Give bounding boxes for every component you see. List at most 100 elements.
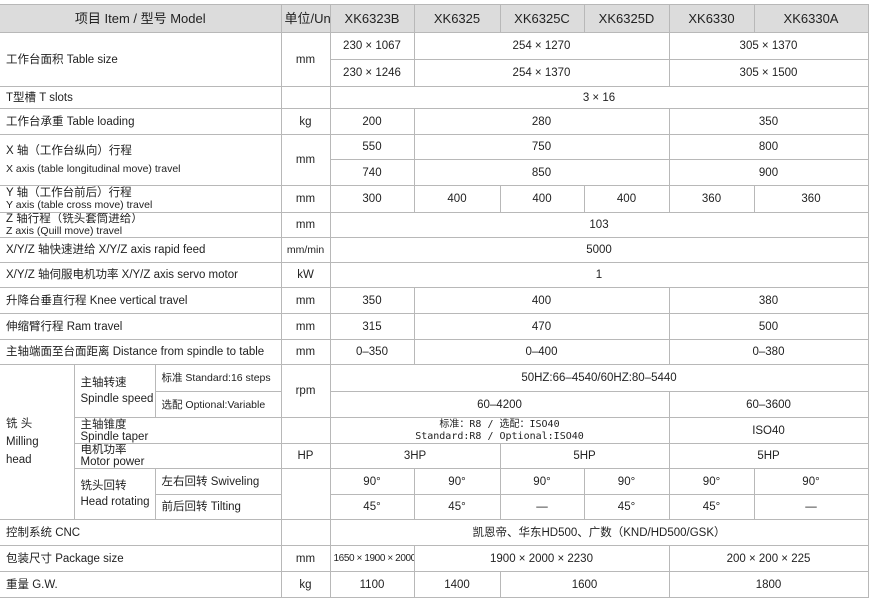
value-cell: 400 <box>413 287 670 314</box>
table-row: 控制系统 CNC 凯恩帝、华东HD500、广数（KND/HD500/GSK） <box>0 519 869 546</box>
value-cell: 45° <box>413 494 501 520</box>
value-cell: 45° <box>583 494 670 520</box>
unit-cell: mm <box>280 339 331 365</box>
value-cell: 1 <box>329 262 869 288</box>
unit-cell: rpm <box>280 364 331 418</box>
model-header: XK6330A <box>753 4 869 33</box>
value-cell: 1650 × 1900 × 2000 <box>329 545 415 572</box>
value-cell: 50HZ:66–4540/60HZ:80–5440 <box>329 364 869 392</box>
taper-en: Standard:R8 / Optional:ISO40 <box>415 430 584 442</box>
value-cell: 1600 <box>499 571 670 598</box>
value-cell: 5000 <box>329 237 869 263</box>
head-rotating-label: 铣头回转 Head rotating <box>74 468 156 520</box>
unit-cell: mm <box>280 185 331 213</box>
value-cell: 45° <box>329 494 415 520</box>
row-label: Z 轴行程（铣头套筒进给） Z axis (Quill move) travel <box>0 212 282 238</box>
unit-cell: kg <box>280 571 331 598</box>
value-cell: 380 <box>668 287 869 314</box>
spec-table: 项目 Item / 型号 Model 单位/Unit XK6323B XK632… <box>0 4 869 598</box>
value-cell: — <box>499 494 585 520</box>
label-en: Milling <box>6 436 39 448</box>
value-cell: 5HP <box>668 443 869 469</box>
milling-head-label: 铣 头 Milling head <box>0 364 75 520</box>
label-en: Spindle speed <box>80 393 154 405</box>
header-row: 项目 Item / 型号 Model 单位/Unit XK6323B XK632… <box>0 4 869 33</box>
row-label: Y 轴（工作台前后）行程 Y axis (table cross move) t… <box>0 185 282 213</box>
table-row: 工作台承重 Table loading kg 200 280 350 <box>0 108 869 135</box>
table-row: 主轴端面至台面距离 Distance from spindle to table… <box>0 339 869 365</box>
row-label: 伸缩臂行程 Ram travel <box>0 313 282 340</box>
unit-cell: mm <box>280 134 331 186</box>
row-label: 升降台垂直行程 Knee vertical travel <box>0 287 282 314</box>
label-cn: X 轴（工作台纵向）行程 <box>6 145 132 157</box>
unit-cell: mm/min <box>280 237 331 263</box>
row-label: T型槽 T slots <box>0 86 282 109</box>
model-header: XK6325C <box>499 4 585 33</box>
table-row: Z 轴行程（铣头套筒进给） Z axis (Quill move) travel… <box>0 212 869 238</box>
table-row: 铣头回转 Head rotating 左右回转 Swiveling 90° 90… <box>0 468 869 520</box>
value-cell: 350 <box>329 287 415 314</box>
table-row: 铣 头 Milling head 主轴转速 Spindle speed 标准 S… <box>0 364 869 520</box>
label-cn: 电机功率 <box>80 444 127 457</box>
label-en: Y axis (table cross move) travel <box>6 199 153 211</box>
unit-cell: mm <box>280 32 331 87</box>
label-cn: Y 轴（工作台前后）行程 <box>6 187 132 199</box>
row-label: 重量 G.W. <box>0 571 282 598</box>
unit-cell <box>280 519 331 546</box>
label-cn: 铣 头 <box>6 418 33 430</box>
row-label: 工作台承重 Table loading <box>0 108 282 135</box>
sub-label: 选配 Optional:Variable <box>155 391 282 418</box>
row-label: 电机功率 Motor power <box>74 443 282 469</box>
value-cell: 90° <box>583 468 670 495</box>
value-cell: 470 <box>413 313 670 340</box>
value-cell: 3 × 16 <box>329 86 869 109</box>
label-en: X axis (table longitudinal move) travel <box>6 163 181 175</box>
label-en: Spindle taper <box>80 430 149 443</box>
value-cell: 0–380 <box>668 339 869 365</box>
table-row: Y 轴（工作台前后）行程 Y axis (table cross move) t… <box>0 185 869 213</box>
value-cell: 0–350 <box>329 339 415 365</box>
value-cell: 315 <box>329 313 415 340</box>
value-cell: 60–3600 <box>668 391 869 418</box>
value-cell: — <box>753 494 869 520</box>
value-cell: 300 <box>329 185 415 213</box>
unit-cell <box>280 86 331 109</box>
value-cell: 360 <box>668 185 755 213</box>
value-cell: 740 <box>330 159 415 186</box>
value-cell: 280 <box>413 108 670 135</box>
sub-label: 前后回转 Tilting <box>155 494 282 520</box>
value-cell: 90° <box>329 468 415 495</box>
value-cell: 103 <box>329 212 869 238</box>
sub-label: 左右回转 Swiveling <box>154 468 282 495</box>
value-cell: 1100 <box>329 571 415 598</box>
value-cell: 200 <box>329 108 415 135</box>
table-row: 主轴锥度 Spindle taper 标准：R8 / 选配：ISO40 Stan… <box>0 417 869 444</box>
taper-cn: 标准：R8 / 选配：ISO40 <box>439 418 560 430</box>
value-cell: 90° <box>668 468 755 495</box>
table-row: 电机功率 Motor power HP 3HP 5HP 5HP <box>0 443 869 469</box>
value-cell: 400 <box>499 185 585 213</box>
table-row: T型槽 T slots 3 × 16 <box>0 86 869 109</box>
unit-cell: HP <box>280 443 331 469</box>
unit-cell: kW <box>280 262 331 288</box>
label-cn: 铣头回转 <box>80 480 127 492</box>
value-cell: 1900 × 2000 × 2230 <box>413 545 670 572</box>
value-cell: 900 <box>668 159 869 186</box>
row-label: 主轴端面至台面距离 Distance from spindle to table <box>0 339 282 365</box>
row-label: 包装尺寸 Package size <box>0 545 282 572</box>
header-item: 项目 Item / 型号 Model <box>0 4 282 33</box>
value-cell: 90° <box>413 468 501 495</box>
value-cell: 0–400 <box>413 339 670 365</box>
value-cell: 3HP <box>329 443 501 469</box>
table-row: X 轴（工作台纵向）行程 X axis (table longitudinal … <box>0 134 869 186</box>
value-cell: 45° <box>668 494 755 520</box>
table-row: 工作台面积 Table size mm 230 × 1067 254 × 127… <box>0 32 869 87</box>
table-row: 包装尺寸 Package size mm 1650 × 1900 × 2000 … <box>0 545 869 572</box>
table-row: 重量 G.W. kg 1100 1400 1600 1800 <box>0 571 869 598</box>
value-cell: 90° <box>499 468 585 495</box>
model-header: XK6325 <box>413 4 501 33</box>
row-label: 控制系统 CNC <box>0 519 282 546</box>
value-cell: 800 <box>668 134 869 160</box>
value-cell: 500 <box>668 313 869 340</box>
value-cell: 200 × 200 × 225 <box>668 545 869 572</box>
